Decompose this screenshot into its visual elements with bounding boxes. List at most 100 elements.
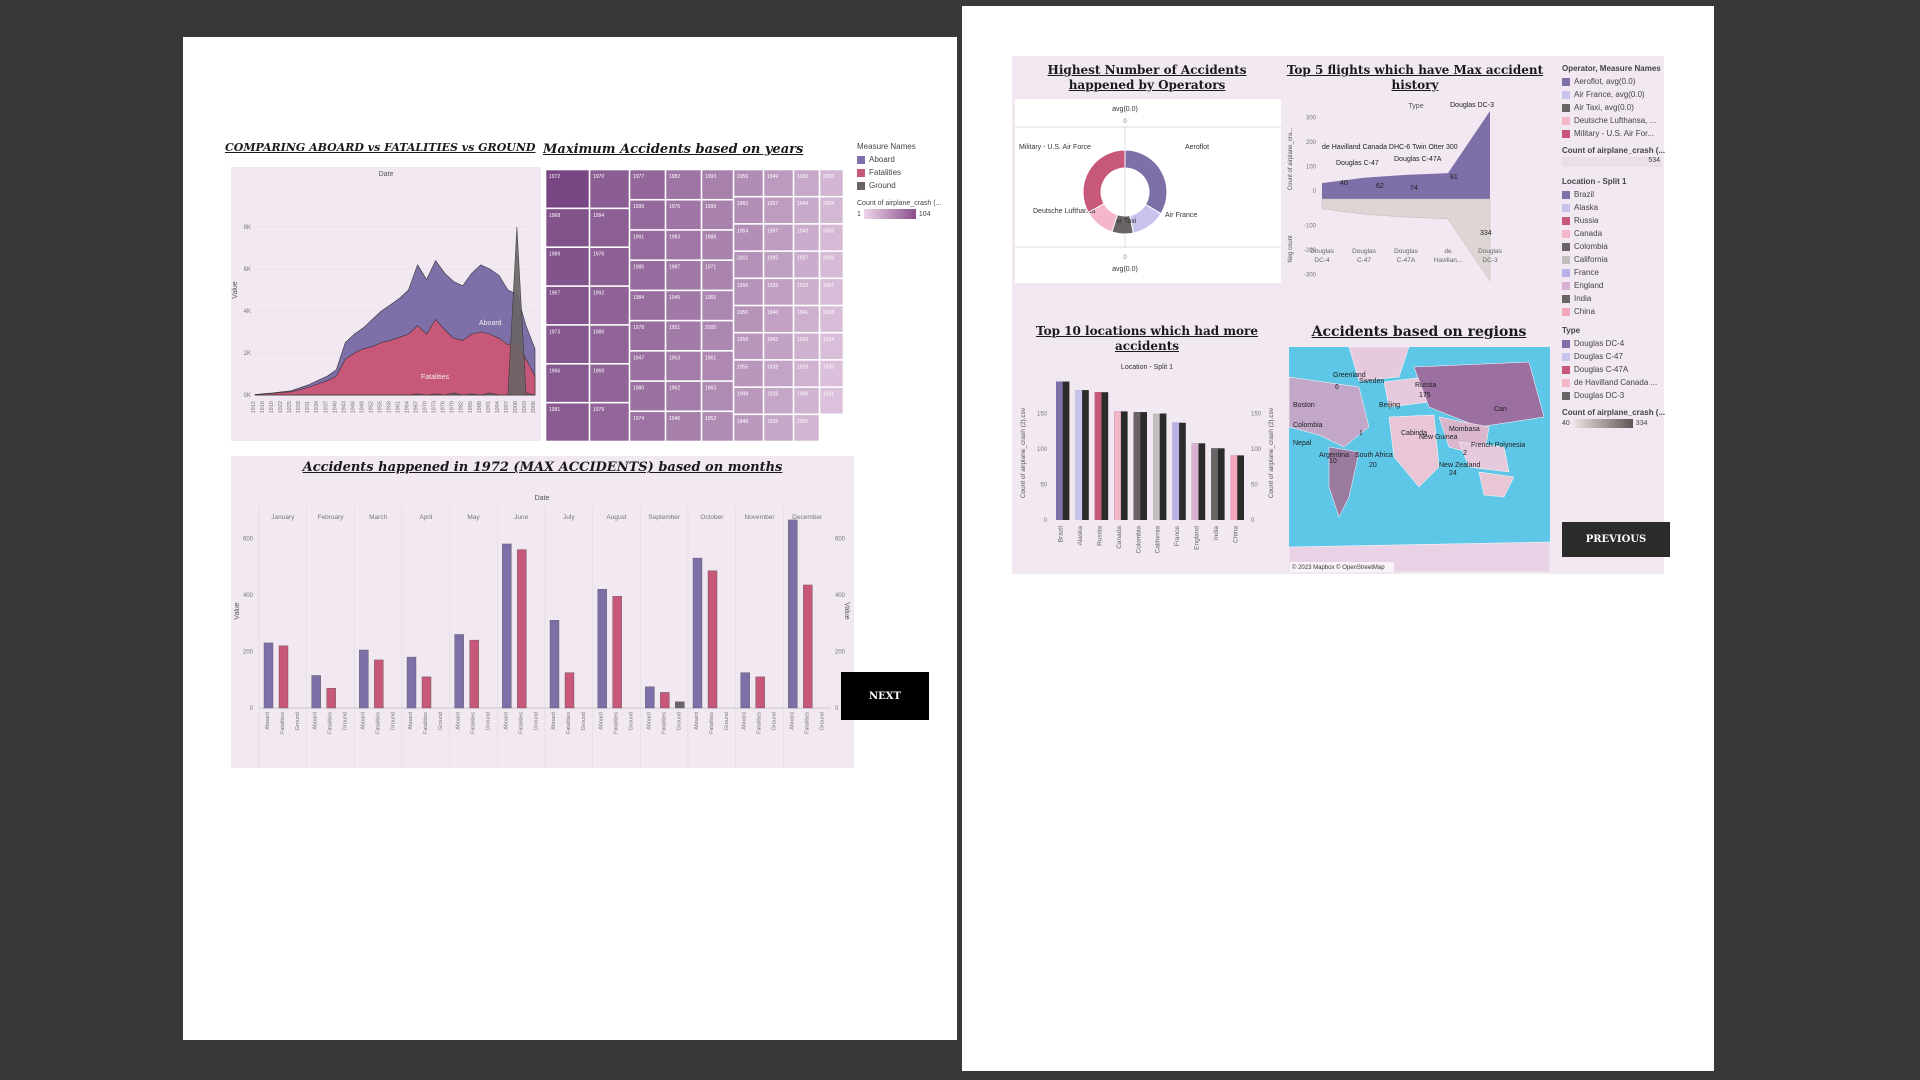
location-bar-fill [1133,412,1141,520]
operator-legend-item[interactable]: Deutsche Lufthansa, ... [1562,114,1674,127]
legend-item-ground[interactable]: Ground [857,179,947,192]
count2-gradient: 40 334 [1562,419,1648,428]
location-legend-item[interactable]: Brazil [1562,188,1674,201]
location-legend-item[interactable]: Colombia [1562,240,1674,253]
location-legend-item[interactable]: France [1562,266,1674,279]
treemap-cell-label: 1992 [593,291,604,297]
treemap-cell [589,247,630,286]
type-legend-item[interactable]: Douglas DC-4 [1562,337,1674,350]
flights-label: Douglas DC-3 [1450,102,1494,109]
compare-x-tick: 2006 [531,401,537,413]
month-label: June [514,514,528,521]
month-measure-label: Ground [724,712,730,730]
treemap-cell [701,169,734,200]
map-label: South Africa [1355,452,1393,459]
legend-item-aboard[interactable]: Aboard [857,153,947,166]
page2-legend: Operator, Measure Names Aeroflot, avg(0.… [1562,60,1674,428]
location-x-tick: Russia [1097,526,1104,546]
treemap-cell [665,169,702,200]
treemap-cell [629,199,666,230]
locations-y-label: Count of airplane_crash (2).csv [1020,407,1027,498]
map-label: Can [1494,406,1507,413]
month-measure-label: Aboard [313,712,319,730]
location-legend-item[interactable]: England [1562,279,1674,292]
month-bar-aboard [263,642,274,709]
flights-x-tick: C-47A [1397,257,1416,264]
treemap-cell-label: 1961 [705,355,716,361]
operator-legend-item[interactable]: Military - U.S. Air For... [1562,127,1674,140]
location-legend-item[interactable]: California [1562,253,1674,266]
treemap-cell-label: 1967 [549,291,560,297]
legend-label: Deutsche Lufthansa, ... [1574,116,1657,125]
month-label: January [271,514,295,521]
legend-label: Military - U.S. Air For... [1574,129,1655,138]
operator-legend-item[interactable]: Air France, avg(0.0) [1562,88,1674,101]
operator-legend-item[interactable]: Aeroflot, avg(0.0) [1562,75,1674,88]
month-label: August [606,514,626,521]
legend-swatch [1562,352,1570,361]
next-button[interactable]: NEXT [841,672,929,720]
treemap-cell-label: 1942 [767,337,778,343]
treemap-cell [665,199,702,230]
flights-y-tick: 100 [1306,164,1317,170]
compare-x-tick: 1952 [368,401,374,413]
treemap-cell-label: 1962 [669,386,680,392]
location-bar-fill [1172,422,1180,520]
location-legend-item[interactable]: China [1562,305,1674,318]
type-legend-item[interactable]: Douglas DC-3 [1562,389,1674,402]
flights-y-label-bottom: Neg count [1288,235,1294,263]
legend-item-fatalities[interactable]: Fatalities [857,166,947,179]
treemap-title: Maximum Accidents based on years [543,142,804,157]
month-bar-aboard [359,649,369,709]
month-bar-fatalities [803,584,813,709]
months-y-label-right: Value [843,602,850,619]
treemap-cell-label: 1984 [633,295,644,301]
treemap-cell-label: 1951 [669,325,680,331]
location-legend-item[interactable]: Russia [1562,214,1674,227]
donut-slice-label: Air Taxi [1114,218,1137,225]
location-legend-title: Location - Split 1 [1562,177,1627,186]
flights-y-tick: 0 [1313,189,1317,195]
treemap-cell [819,169,844,197]
type-legend-item[interactable]: Douglas C-47 [1562,350,1674,363]
treemap-cell-label: 1973 [549,329,560,335]
operator-legend-item[interactable]: Air Taxi, avg(0.0) [1562,101,1674,114]
treemap-cell [701,381,734,412]
location-bar-fill [1056,381,1063,520]
treemap-cell [793,360,820,387]
locations-header: Location - Split 1 [1121,364,1173,371]
map-label: Boston [1293,402,1315,409]
month-measure-label: Fatalities [614,712,620,734]
treemap-cell-label: 1975 [669,204,680,210]
legend-label: India [1574,294,1592,303]
month-measure-label: Fatalities [757,712,763,734]
treemap-cell [819,332,844,360]
map-attribution-bg [1290,562,1394,572]
map-label: New Guinea [1419,434,1458,441]
legend-swatch [1562,307,1570,316]
location-x-tick: Alaska [1077,526,1084,546]
location-legend-item[interactable]: Canada [1562,227,1674,240]
legend-swatch [1562,216,1570,225]
treemap-cell [629,290,666,321]
flights-neg-area [1321,198,1491,282]
regions-map[interactable]: Greenland 6 Sweden Russia 175 Boston Beijing Ca… [1289,347,1550,572]
treemap-cell-label: 1972 [549,174,560,180]
previous-button[interactable]: PREVIOUS [1562,522,1670,557]
months-y-tick-right: 0 [835,706,839,712]
month-bar-aboard [502,543,512,709]
type-legend-item[interactable]: de Havilland Canada ... [1562,376,1674,389]
legend-label: Douglas C-47 [1574,352,1623,361]
location-legend-item[interactable]: India [1562,292,1674,305]
type-legend-item[interactable]: Douglas C-47A [1562,363,1674,376]
treemap-cell-label: 1940 [767,310,778,316]
operators-axis-bottom: avg(0.0) [1112,266,1138,273]
donut-slice-label: Deutsche Lufthansa [1033,208,1095,215]
treemap-cell [763,278,794,306]
treemap-cell [665,381,702,412]
month-label: March [369,514,387,521]
location-legend-item[interactable]: Alaska [1562,201,1674,214]
compare-x-tick: 1976 [441,401,447,413]
flights-x-tick: Havillan... [1434,257,1463,264]
location-bar-fill [1114,411,1121,520]
